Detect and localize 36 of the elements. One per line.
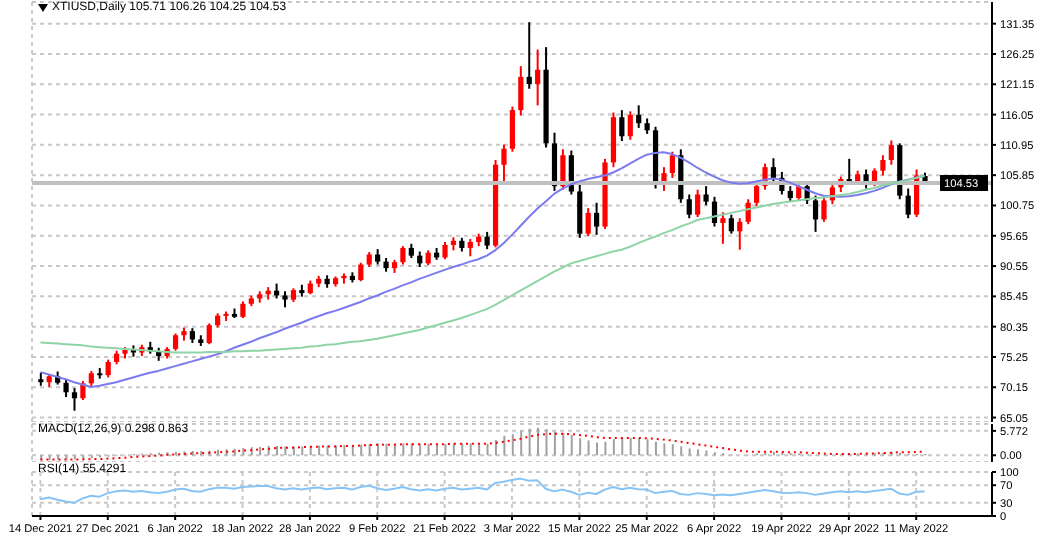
candlestick bbox=[610, 111, 617, 169]
candlestick bbox=[206, 322, 212, 346]
candlestick bbox=[821, 195, 827, 223]
candlestick bbox=[880, 154, 886, 177]
candlestick bbox=[501, 143, 507, 184]
candlestick bbox=[888, 139, 894, 166]
candlestick bbox=[594, 201, 600, 236]
candlestick bbox=[577, 182, 583, 239]
candlestick bbox=[636, 104, 642, 129]
candlestick bbox=[703, 185, 709, 207]
candlestick bbox=[728, 213, 734, 235]
candlestick bbox=[71, 387, 78, 412]
candlestick bbox=[526, 21, 532, 90]
candlestick bbox=[518, 65, 524, 117]
candlestick bbox=[627, 110, 633, 141]
candlestick bbox=[720, 211, 726, 245]
candlestick bbox=[509, 105, 515, 153]
candlestick bbox=[358, 261, 364, 283]
line-series bbox=[39, 432, 926, 461]
candlestick bbox=[341, 272, 347, 285]
line-series bbox=[39, 477, 926, 504]
candlestick bbox=[737, 217, 743, 251]
candlestick bbox=[585, 207, 591, 238]
line-series bbox=[39, 175, 926, 354]
candlestick bbox=[560, 148, 566, 191]
candlestick bbox=[754, 181, 760, 208]
candlestick bbox=[80, 380, 86, 402]
candlestick bbox=[400, 245, 406, 266]
candlestick bbox=[535, 48, 541, 107]
candlestick bbox=[812, 194, 819, 233]
candlestick bbox=[686, 193, 692, 220]
candlestick bbox=[905, 187, 911, 220]
candlestick bbox=[619, 109, 625, 143]
candlestick bbox=[770, 157, 777, 183]
candlestick bbox=[669, 150, 675, 179]
candlestick bbox=[695, 188, 701, 219]
